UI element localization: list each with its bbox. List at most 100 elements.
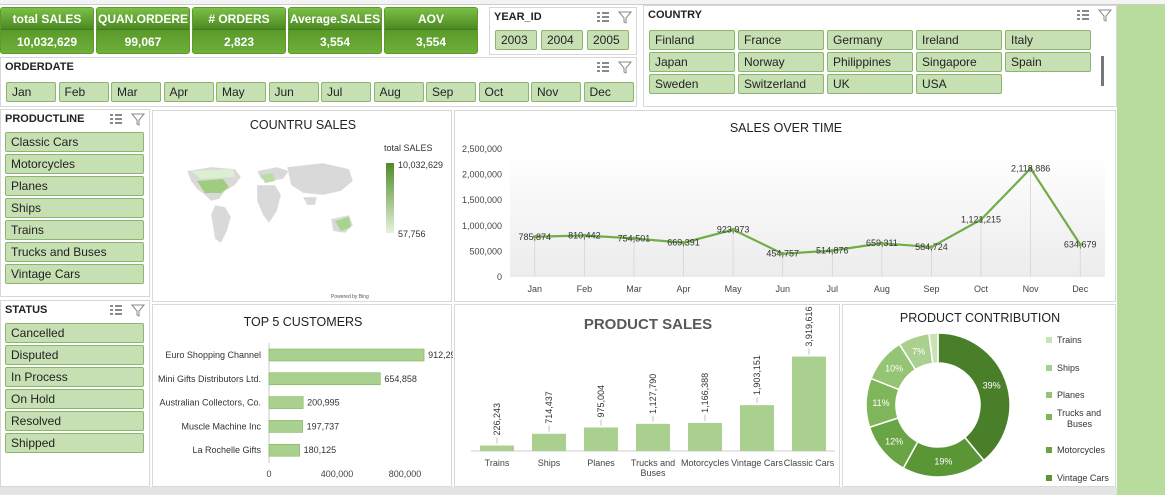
line-point[interactable] — [731, 227, 735, 232]
clear-filter-icon[interactable] — [1098, 9, 1112, 22]
month-chip-jan[interactable]: Jan — [6, 82, 56, 102]
line-point[interactable] — [681, 240, 686, 245]
multi-select-icon[interactable] — [596, 11, 610, 24]
orderdate-slicer-title: ORDERDATE — [5, 61, 74, 73]
customer-value-label: 200,995 — [307, 398, 340, 408]
country-chip-finland[interactable]: Finland — [649, 30, 735, 50]
month-chip-jun[interactable]: Jun — [268, 82, 319, 102]
canada-region[interactable] — [191, 169, 235, 179]
kpi-card-total-sales: total SALES 10,032,629 — [0, 7, 94, 54]
customer-bar[interactable] — [268, 443, 300, 457]
productline-chip-ships[interactable]: Ships — [5, 198, 144, 218]
month-chip-jul[interactable]: Jul — [321, 82, 371, 102]
product-bar[interactable] — [740, 405, 774, 451]
line-point[interactable] — [830, 248, 835, 253]
kpi-label: QUAN.ORDERE — [97, 8, 189, 30]
multi-select-icon[interactable] — [596, 61, 610, 74]
status-chip-disputed[interactable]: Disputed — [5, 345, 144, 365]
country-chip-norway[interactable]: Norway — [738, 52, 824, 72]
multi-select-icon[interactable] — [1076, 9, 1090, 22]
product-value-label: 714,437 — [544, 391, 554, 424]
line-point[interactable] — [1028, 166, 1033, 171]
month-chip-dec[interactable]: Dec — [583, 82, 634, 102]
country-chip-philippines[interactable]: Philippines — [827, 52, 913, 72]
year-chip-2004[interactable]: 2004 — [541, 30, 583, 50]
legend-label: Trains — [1057, 335, 1082, 345]
customer-bar[interactable] — [268, 348, 425, 362]
status-chip-shipped[interactable]: Shipped — [5, 433, 144, 453]
country-chip-sweden[interactable]: Sweden — [649, 74, 735, 94]
month-chip-feb[interactable]: Feb — [58, 82, 109, 102]
productline-chip-trains[interactable]: Trains — [5, 220, 144, 240]
month-chip-apr[interactable]: Apr — [163, 82, 214, 102]
status-chip-cancelled[interactable]: Cancelled — [5, 323, 144, 343]
country-chip-france[interactable]: France — [738, 30, 824, 50]
year-chip-2005[interactable]: 2005 — [587, 30, 629, 50]
product-bar[interactable] — [480, 445, 514, 451]
country-chip-switzerland[interactable]: Switzerland — [738, 74, 824, 94]
product-bar[interactable] — [636, 423, 670, 451]
y-tick-label: 2,000,000 — [462, 170, 502, 180]
country-chip-spain[interactable]: Spain — [1005, 52, 1091, 72]
line-point[interactable] — [582, 233, 587, 238]
country-chip-uk[interactable]: UK — [827, 74, 913, 94]
product-sales-chart: PRODUCT SALES 226,243 Trains 714,437 Ships 97… — [471, 307, 835, 478]
country-chip-usa[interactable]: USA — [916, 74, 1002, 94]
product-bar[interactable] — [584, 427, 618, 451]
year-chip-2003[interactable]: 2003 — [495, 30, 537, 50]
line-point[interactable] — [532, 234, 537, 239]
donut-slice-classic-cars[interactable] — [937, 332, 1011, 462]
product-contribution-panel: PRODUCT CONTRIBUTION 39% 19% 12% 11% 10% 7% Tra… — [842, 304, 1116, 487]
donut-slice-trains[interactable] — [928, 332, 939, 365]
month-chip-aug[interactable]: Aug — [373, 82, 424, 102]
product-bar[interactable] — [792, 356, 826, 451]
line-point[interactable] — [780, 251, 785, 256]
line-point[interactable] — [880, 241, 884, 246]
x-tick-label: Sep — [923, 284, 939, 294]
status-chip-on-hold[interactable]: On Hold — [5, 389, 144, 409]
productline-chip-trucks-and-buses[interactable]: Trucks and Buses — [5, 242, 144, 262]
product-bar[interactable] — [532, 433, 566, 451]
country-chip-singapore[interactable]: Singapore — [916, 52, 1002, 72]
line-point[interactable] — [929, 245, 934, 249]
clear-filter-icon[interactable] — [618, 61, 632, 74]
europe-region[interactable] — [261, 173, 275, 183]
multi-select-icon[interactable] — [109, 113, 123, 126]
line-point[interactable] — [632, 236, 636, 241]
country-chip-italy[interactable]: Italy — [1005, 30, 1091, 50]
clear-filter-icon[interactable] — [618, 11, 632, 24]
productline-chip-classic-cars[interactable]: Classic Cars — [5, 132, 144, 152]
customer-bar[interactable] — [268, 372, 381, 386]
legend-label: Vintage Cars — [1057, 473, 1109, 483]
australia-region[interactable] — [335, 217, 351, 231]
country-chip-ireland[interactable]: Ireland — [916, 30, 1002, 50]
line-data-label: 634,679 — [1064, 240, 1097, 250]
customer-bar[interactable] — [268, 396, 304, 409]
usa-region[interactable] — [197, 179, 229, 193]
month-chip-mar[interactable]: Mar — [111, 82, 161, 102]
line-point[interactable] — [1078, 242, 1083, 247]
status-chip-in-process[interactable]: In Process — [5, 367, 144, 387]
x-tick-label: Oct — [974, 284, 989, 294]
multi-select-icon[interactable] — [109, 304, 123, 317]
month-chip-oct[interactable]: Oct — [478, 82, 529, 102]
productline-chip-planes[interactable]: Planes — [5, 176, 144, 196]
product-bar[interactable] — [688, 422, 722, 451]
product-category-label: Trains — [485, 458, 510, 468]
line-point[interactable] — [979, 217, 983, 222]
country-scrollbar[interactable] — [1101, 56, 1104, 86]
status-chip-resolved[interactable]: Resolved — [5, 411, 144, 431]
world-map: total SALES 10,032,629 57,756 Powered by… — [186, 143, 443, 300]
productline-chip-motorcycles[interactable]: Motorcycles — [5, 154, 144, 174]
clear-filter-icon[interactable] — [131, 304, 145, 317]
month-chip-sep[interactable]: Sep — [426, 82, 476, 102]
customer-bar[interactable] — [268, 420, 303, 433]
clear-filter-icon[interactable] — [131, 113, 145, 126]
country-chip-germany[interactable]: Germany — [827, 30, 913, 50]
map-credit: Powered by Bing — [331, 294, 369, 300]
month-chip-may[interactable]: May — [216, 82, 266, 102]
productline-chip-vintage-cars[interactable]: Vintage Cars — [5, 264, 144, 284]
country-chip-japan[interactable]: Japan — [649, 52, 735, 72]
month-chip-nov[interactable]: Nov — [531, 82, 581, 102]
customer-name: Mini Gifts Distributors Ltd. — [158, 374, 261, 384]
